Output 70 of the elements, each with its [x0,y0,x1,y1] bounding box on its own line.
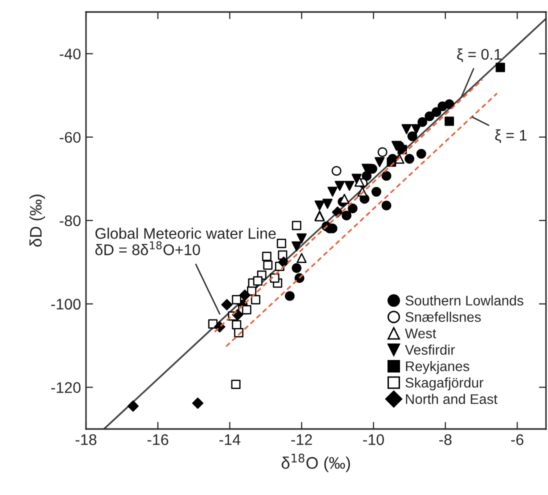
point [402,124,412,134]
y-tick-label: -60 [60,132,81,143]
legend-label: West [404,328,436,338]
legend-label: Vesfirdir [404,344,455,355]
point [416,148,426,159]
point [231,380,241,390]
point [250,295,260,304]
point [352,174,362,184]
point [242,305,252,314]
x-tick-label: -6 [511,434,524,446]
point [262,252,272,262]
annotation: ξ = 1 [495,129,527,144]
point [127,400,139,412]
point [270,273,280,283]
point [371,186,382,197]
point [284,291,295,301]
point [192,398,204,409]
point [378,147,388,158]
point [221,299,233,310]
point [444,116,454,126]
legend-label: Skagafjördur [406,377,484,390]
y-tick-label: -40 [60,48,81,60]
point [239,290,250,301]
point [314,200,325,211]
point [296,233,307,244]
point [296,253,307,264]
legend-label: Southern Lowlands [406,295,524,306]
point [292,263,302,273]
y-axis-title: δD (‰) [29,194,45,247]
x-tick-label: -16 [148,434,168,446]
point [292,220,302,230]
y-tick-label: -120 [51,382,81,393]
x-tick-label: -8 [439,434,452,446]
annotation: Global Meteoric water Line δD = 8δ$^{18}$O+10 [95,228,276,256]
point [407,131,418,142]
x-tick-label: -12 [291,434,312,445]
point [438,101,448,112]
point [253,276,262,286]
point [322,198,333,209]
point [276,238,286,248]
y-tick-label: -100 [51,298,81,310]
point [263,260,273,270]
point [332,166,342,176]
point [344,180,354,191]
point [382,170,392,181]
point [398,144,407,154]
point [496,62,506,72]
legend-label: Snæfellsnes [406,312,481,322]
point [334,180,345,191]
point [328,186,338,197]
point [382,200,392,210]
point [411,124,422,134]
point [417,117,428,127]
x-tick-label: -10 [363,434,384,446]
point [424,111,434,122]
legend-label: North and East [406,394,498,404]
point [278,256,290,268]
point [348,204,358,214]
annotation: ξ = 0.1 [457,48,502,62]
point [342,210,352,220]
point [232,295,242,304]
x-axis-title: δ$^{18}$O (‰) [282,454,350,472]
x-tick-label: -18 [76,434,96,446]
point [404,154,414,164]
y-tick-label: -80 [60,215,81,226]
point [374,157,385,168]
point [431,107,442,117]
point [292,241,302,252]
legend-label: Reykjanes [406,360,470,374]
x-tick-label: -14 [219,434,240,445]
